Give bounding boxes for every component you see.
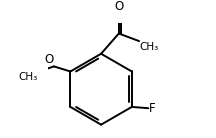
Text: O: O: [114, 0, 123, 13]
Text: O: O: [44, 53, 53, 66]
Text: F: F: [149, 102, 156, 115]
Text: CH₃: CH₃: [140, 42, 159, 52]
Text: CH₃: CH₃: [19, 72, 38, 82]
